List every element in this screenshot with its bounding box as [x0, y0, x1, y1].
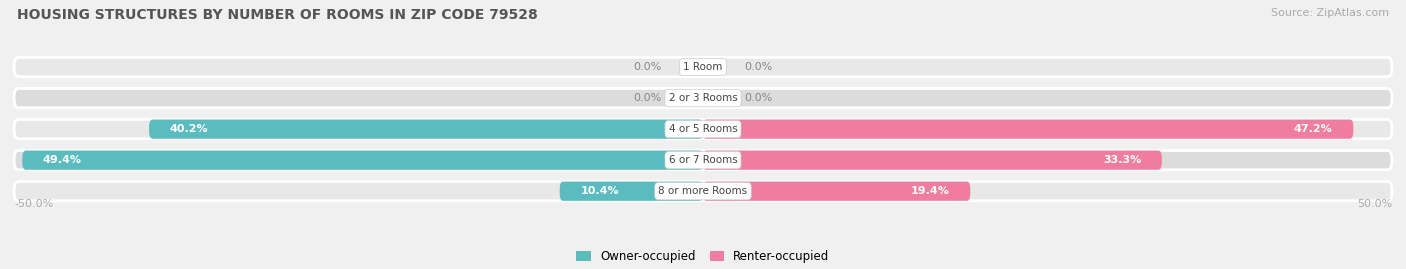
Text: 47.2%: 47.2%	[1294, 124, 1333, 134]
Text: 49.4%: 49.4%	[44, 155, 82, 165]
FancyBboxPatch shape	[149, 119, 703, 139]
Text: 33.3%: 33.3%	[1102, 155, 1142, 165]
FancyBboxPatch shape	[703, 119, 1354, 139]
FancyBboxPatch shape	[14, 89, 1392, 108]
Text: 0.0%: 0.0%	[744, 62, 772, 72]
Legend: Owner-occupied, Renter-occupied: Owner-occupied, Renter-occupied	[574, 247, 832, 265]
FancyBboxPatch shape	[703, 151, 1161, 170]
Text: 8 or more Rooms: 8 or more Rooms	[658, 186, 748, 196]
Text: 0.0%: 0.0%	[634, 62, 662, 72]
Text: 6 or 7 Rooms: 6 or 7 Rooms	[669, 155, 737, 165]
Text: 4 or 5 Rooms: 4 or 5 Rooms	[669, 124, 737, 134]
Text: 1 Room: 1 Room	[683, 62, 723, 72]
Text: 0.0%: 0.0%	[634, 93, 662, 103]
FancyBboxPatch shape	[14, 182, 1392, 201]
Text: 0.0%: 0.0%	[744, 93, 772, 103]
Text: 10.4%: 10.4%	[581, 186, 619, 196]
Text: Source: ZipAtlas.com: Source: ZipAtlas.com	[1271, 8, 1389, 18]
Text: 50.0%: 50.0%	[1357, 199, 1392, 209]
Text: 40.2%: 40.2%	[170, 124, 208, 134]
Text: -50.0%: -50.0%	[14, 199, 53, 209]
FancyBboxPatch shape	[14, 151, 1392, 170]
FancyBboxPatch shape	[14, 57, 1392, 77]
Text: HOUSING STRUCTURES BY NUMBER OF ROOMS IN ZIP CODE 79528: HOUSING STRUCTURES BY NUMBER OF ROOMS IN…	[17, 8, 537, 22]
FancyBboxPatch shape	[560, 182, 703, 201]
Text: 19.4%: 19.4%	[911, 186, 949, 196]
FancyBboxPatch shape	[14, 119, 1392, 139]
FancyBboxPatch shape	[703, 182, 970, 201]
FancyBboxPatch shape	[22, 151, 703, 170]
Text: 2 or 3 Rooms: 2 or 3 Rooms	[669, 93, 737, 103]
